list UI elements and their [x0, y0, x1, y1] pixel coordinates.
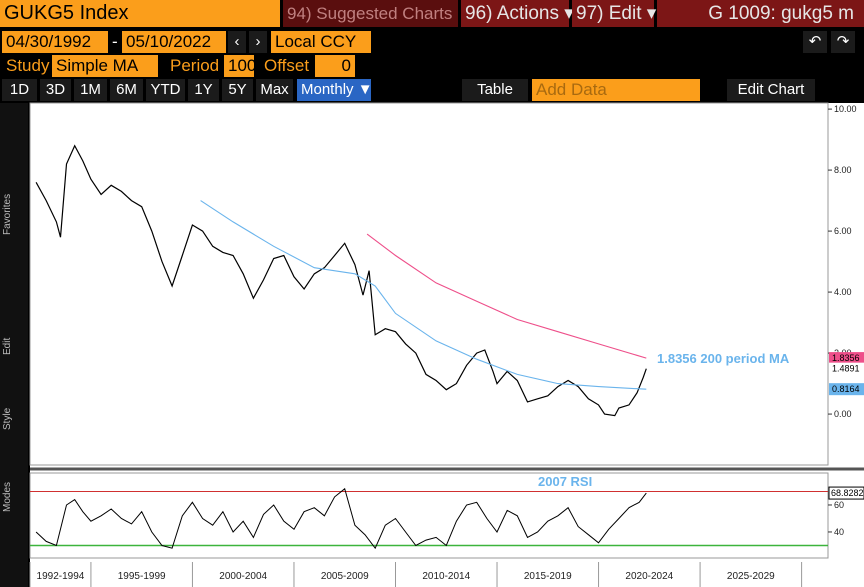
rsi-y-tick-label: 60 [834, 500, 844, 510]
frequency[interactable]: Monthly ▼ [297, 79, 373, 101]
series-line [35, 144, 647, 417]
x-period-label: 2005-2009 [321, 571, 369, 582]
range-button[interactable]: 1M [74, 79, 107, 101]
x-period-label: 1995-1999 [118, 571, 166, 582]
study[interactable]: Simple MA [52, 55, 158, 77]
tool-button[interactable]: Track [362, 107, 382, 116]
tool-button[interactable]: News [437, 107, 458, 116]
ma-annotation: 1.8356 200 period MA [657, 351, 790, 366]
rsi-annotation: 2007 RSI [538, 474, 592, 489]
y-tick-label: 2.00 [834, 348, 852, 358]
prev-button[interactable]: ‹ [228, 31, 246, 53]
suggested-charts[interactable]: 94) Suggested Charts [283, 0, 458, 27]
period-label: Period [170, 56, 220, 75]
actions-menu[interactable]: 96) Actions ▾ [461, 0, 574, 27]
range-button[interactable]: 5Y [222, 79, 253, 101]
side-label: Favorites [2, 193, 13, 235]
tool-button[interactable]: Zoom [469, 107, 491, 116]
rsi-line [35, 487, 647, 550]
tool-strip: Track Annotate News Zoom [356, 105, 497, 119]
range-button[interactable]: 3D [40, 79, 71, 101]
range-button[interactable]: 1Y [188, 79, 219, 101]
y-tick-label: 4.00 [834, 287, 852, 297]
side-toolbar [0, 103, 28, 587]
reset-button[interactable]: Reset [488, 122, 528, 137]
range-button[interactable]: Max [256, 79, 293, 101]
series-line [366, 233, 647, 359]
range-button[interactable]: YTD [146, 79, 185, 101]
y-tick-label: 0.00 [834, 409, 852, 419]
range-button[interactable]: 6M [110, 79, 143, 101]
last-value-label: 1.8356 [832, 353, 860, 363]
rsi-last-label: 68.8282 [831, 488, 864, 498]
offset[interactable]: 0 [315, 55, 355, 77]
offset-label: Offset [264, 56, 310, 75]
redo-button[interactable]: ↷ [831, 31, 855, 53]
x-period-label: 2000-2004 [219, 571, 267, 582]
side-label: Edit [2, 337, 13, 355]
table-button[interactable]: Table [462, 79, 528, 101]
y-tick-label: 6.00 [834, 226, 852, 236]
last-value-label: 0.8164 [832, 384, 860, 394]
rsi-panel [29, 472, 829, 559]
series-line [200, 200, 647, 390]
undo-button[interactable]: ↶ [803, 31, 827, 53]
rsi-last-box [828, 486, 864, 500]
last-value-box [829, 383, 864, 396]
last-value-label: 1.4891 [832, 364, 860, 374]
range-button[interactable]: 1D [2, 79, 37, 101]
study-label: Study [6, 56, 50, 75]
end-date[interactable]: 05/10/2022 [122, 31, 226, 53]
last-value-box [829, 362, 864, 375]
price-panel [29, 102, 829, 466]
rsi-y-tick-label: 40 [834, 527, 844, 537]
y-tick-label: 10.00 [834, 104, 857, 114]
x-period-label: 2020-2024 [625, 571, 673, 582]
start-date[interactable]: 04/30/1992 [2, 31, 108, 53]
x-period-label: 1992-1994 [37, 571, 85, 582]
next-button[interactable]: › [249, 31, 267, 53]
y-tick-label: 8.00 [834, 165, 852, 175]
currency[interactable]: Local CCY [271, 31, 371, 53]
last-value-box [829, 352, 864, 365]
side-label: Style [2, 407, 13, 430]
x-period-label: 2010-2014 [422, 571, 470, 582]
x-period-label: 2025-2029 [727, 571, 775, 582]
x-period-label: 2015-2019 [524, 571, 572, 582]
edit-menu[interactable]: 97) Edit ▾ [572, 0, 656, 27]
command-line[interactable]: G 1009: gukg5 m [657, 0, 864, 27]
period[interactable]: 100 [224, 55, 256, 77]
edit-chart[interactable]: Edit Chart [727, 79, 815, 101]
add-data[interactable]: Add Data [532, 79, 700, 101]
plot-background [30, 103, 864, 587]
date-dash: - [112, 32, 118, 51]
tool-button[interactable]: Annotate [393, 107, 426, 116]
side-label: Modes [2, 481, 13, 512]
ticker[interactable]: GUKG5 Index [0, 0, 280, 27]
